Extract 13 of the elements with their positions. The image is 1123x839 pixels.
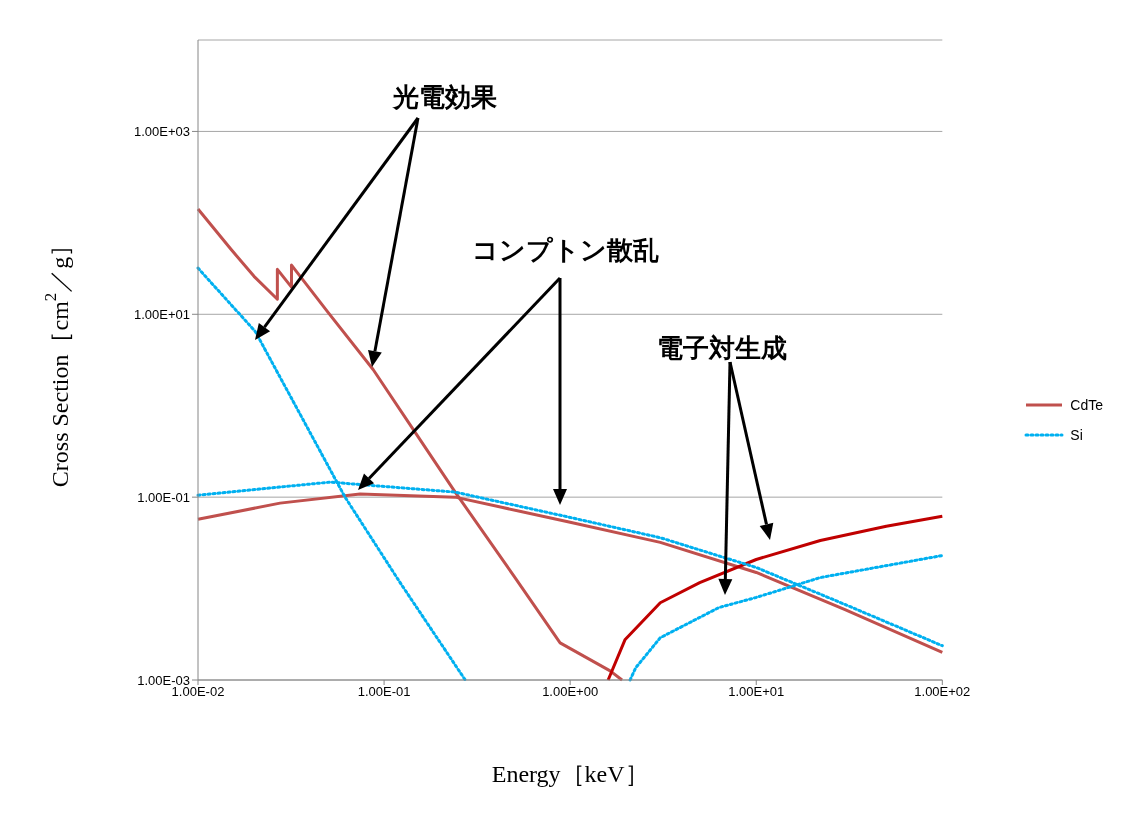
legend-label: Si <box>1070 426 1083 443</box>
x-tick-label: 1.00E+02 <box>914 684 971 700</box>
x-tick-label: 1.00E-01 <box>357 684 411 700</box>
y-tick-label: 1.00E+03 <box>133 124 190 140</box>
x-tick-label: 1.00E+00 <box>542 684 599 700</box>
x-axis-title: Energy［keV］ <box>491 761 649 787</box>
y-tick-label: 1.00E+01 <box>133 306 190 322</box>
annotation: 電子対生成 <box>657 333 787 363</box>
legend-label: CdTe <box>1070 396 1103 413</box>
annotation: 光電効果 <box>392 82 497 112</box>
annotation: コンプトン散乱 <box>471 235 659 265</box>
x-tick-label: 1.00E+01 <box>728 684 785 700</box>
y-tick-label: 1.00E-01 <box>137 489 190 505</box>
